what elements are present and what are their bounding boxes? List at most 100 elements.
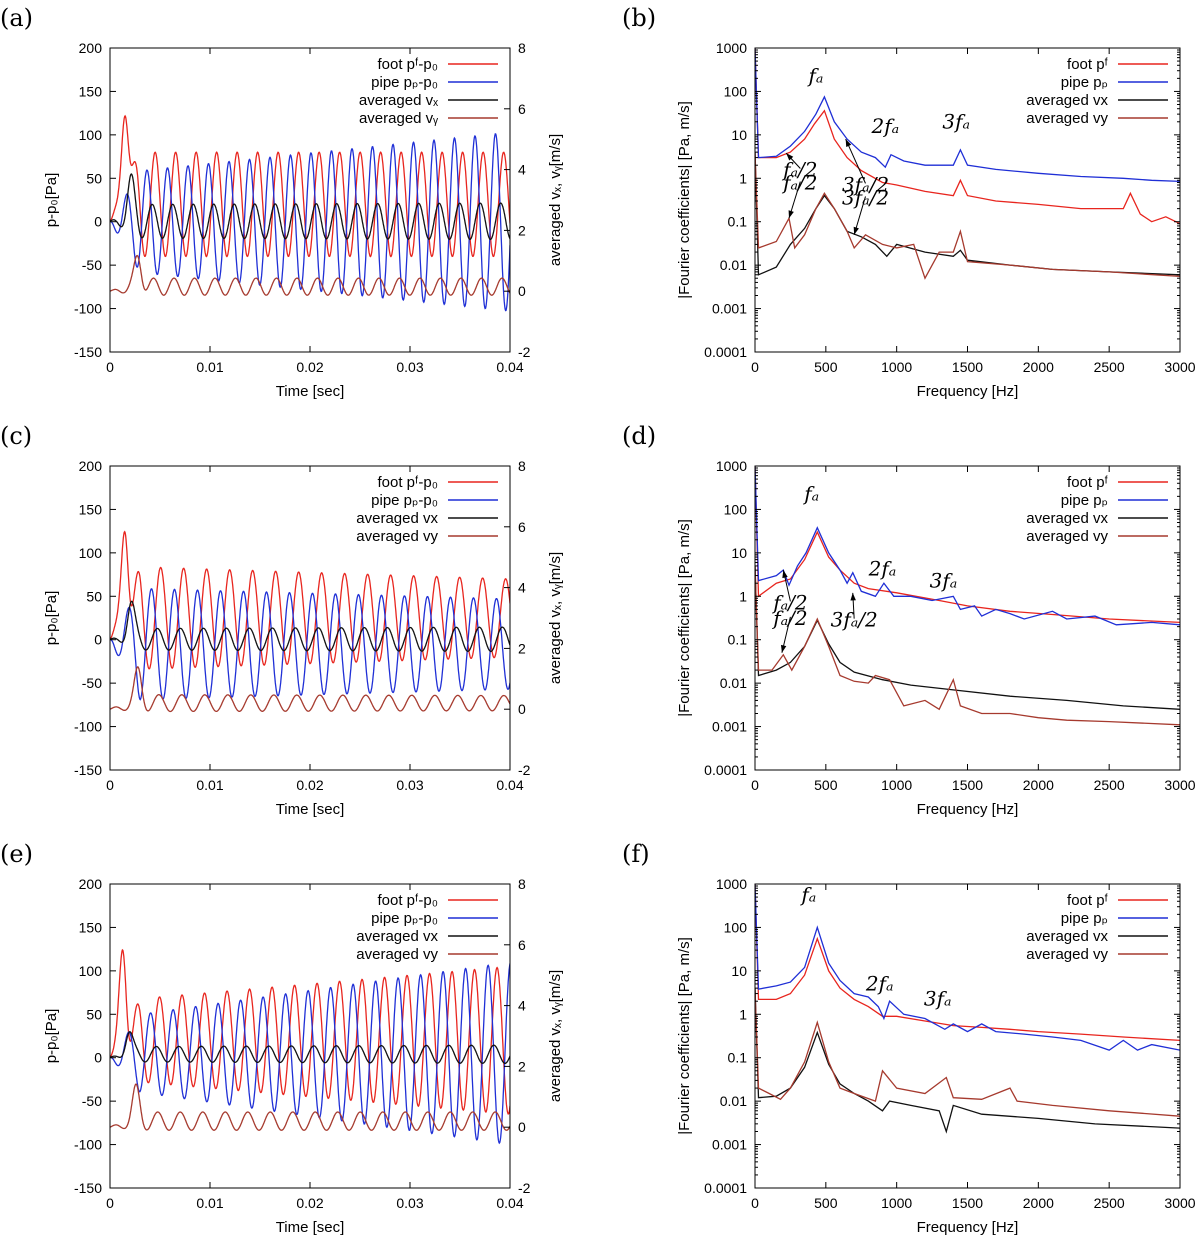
x-tick-label: 500 — [814, 359, 838, 375]
legend-label: averaged vx — [1026, 92, 1108, 109]
legend-label: foot pᶠ — [1067, 474, 1109, 491]
series-line-1 — [755, 48, 1180, 183]
y-tick-label: 100 — [79, 127, 103, 143]
x-tick-label: 3000 — [1164, 777, 1195, 793]
x-tick-label: 500 — [814, 777, 838, 793]
annotation-label: 3fₐ — [924, 986, 952, 1010]
annotation-label: 3fₐ — [930, 568, 958, 592]
legend-label: averaged vy — [1026, 110, 1108, 127]
y-tick-label: 0.1 — [728, 1050, 748, 1066]
y-tick-label: 0.0001 — [704, 1180, 747, 1196]
y-tick-label: 0.1 — [728, 214, 748, 230]
y-tick-label: 0.001 — [712, 301, 747, 317]
y2-axis-label: averaged vₓ, vᵧ[m/s] — [547, 552, 564, 684]
annotation-label: 2fₐ — [865, 972, 894, 996]
y-axis-label: p-p₀[Pa] — [43, 1009, 60, 1064]
x-tick-label: 0 — [106, 359, 114, 375]
annotation-arrowhead — [786, 153, 794, 161]
annotation-arrowhead — [782, 570, 788, 579]
y-axis-label: |Fourier coefficients| [Pa, m/s] — [676, 519, 693, 717]
legend-label: foot pᶠ-p₀ — [377, 474, 438, 491]
y-tick-label: -100 — [74, 301, 102, 317]
y2-tick-label: 6 — [518, 519, 526, 535]
series-line-0 — [110, 114, 510, 258]
y-tick-label: 0 — [94, 632, 102, 648]
x-tick-label: 0.02 — [296, 359, 323, 375]
y2-tick-label: 0 — [518, 283, 526, 299]
y-tick-label: 1000 — [716, 40, 747, 56]
legend-label: averaged vx — [1026, 928, 1108, 945]
chart-panel-e: (e) 0 0.01 0.02 0.03 0.04 -150 -100 -50 0 50 100 150… — [0, 840, 564, 1236]
chart-panel-f: (f) 0 500 1000 1500 2000 2500 3000 0.0001 0.001 0.… — [622, 840, 1196, 1236]
y-tick-label: -50 — [82, 1093, 102, 1109]
y2-tick-label: 2 — [518, 640, 526, 656]
annotation-label: 3fₐ/2 — [842, 172, 889, 196]
x-axis-label: Frequency [Hz] — [917, 383, 1019, 400]
y-tick-label: -100 — [74, 719, 102, 735]
panel-label: (e) — [0, 840, 33, 868]
x-axis-label: Time [sec] — [276, 801, 345, 818]
annotation-arrowhead — [845, 139, 852, 148]
x-tick-label: 0.01 — [196, 777, 223, 793]
y-tick-label: 0.1 — [728, 632, 748, 648]
x-tick-label: 0.04 — [496, 777, 523, 793]
y2-tick-label: 2 — [518, 1058, 526, 1074]
annotation-label: fₐ/2 — [771, 606, 807, 630]
series-line-1 — [110, 588, 510, 701]
x-tick-label: 0 — [106, 777, 114, 793]
x-tick-label: 0.04 — [496, 1195, 523, 1211]
y-axis-label: p-p₀[Pa] — [43, 173, 60, 228]
y2-tick-label: 8 — [518, 876, 526, 892]
x-tick-label: 2500 — [1094, 777, 1125, 793]
y-tick-label: 10 — [731, 963, 747, 979]
legend-label: pipe pₚ-p₀ — [371, 910, 438, 927]
legend-label: pipe pₚ-p₀ — [371, 492, 438, 509]
y-tick-label: 200 — [79, 876, 103, 892]
y-tick-label: 100 — [724, 83, 748, 99]
y-axis-label: p-p₀[Pa] — [43, 591, 60, 646]
annotation-label: 3fₐ — [942, 110, 970, 134]
annotation-label: fₐ/2 — [781, 171, 817, 195]
y-tick-label: -150 — [74, 344, 102, 360]
chart-panel-d: (d) 0 500 1000 1500 2000 2500 3000 0.0001 0.001 0.… — [622, 422, 1196, 818]
y-tick-label: 50 — [86, 1006, 102, 1022]
x-tick-label: 0 — [751, 359, 759, 375]
legend-label: pipe pₚ — [1061, 74, 1108, 91]
y2-tick-label: 0 — [518, 701, 526, 717]
series-line-2 — [110, 173, 510, 241]
annotation-label: fₐ — [806, 64, 823, 88]
x-tick-label: 0.03 — [396, 1195, 423, 1211]
y-tick-label: 10 — [731, 127, 747, 143]
x-tick-label: 1500 — [952, 359, 983, 375]
legend-label: foot pᶠ-p₀ — [377, 892, 438, 909]
y2-tick-label: 4 — [518, 162, 526, 178]
series-line-3 — [755, 988, 1180, 1117]
y2-tick-label: 6 — [518, 937, 526, 953]
annotation-arrowhead — [853, 226, 859, 235]
x-tick-label: 2000 — [1023, 777, 1054, 793]
x-tick-label: 2500 — [1094, 359, 1125, 375]
x-tick-label: 0 — [751, 777, 759, 793]
series-line-3 — [755, 152, 1180, 280]
y-tick-label: -100 — [74, 1137, 102, 1153]
legend-label: averaged vₓ — [359, 92, 438, 109]
x-axis-label: Frequency [Hz] — [917, 1219, 1019, 1236]
x-axis-label: Time [sec] — [276, 1219, 345, 1236]
x-tick-label: 500 — [814, 1195, 838, 1211]
series-line-2 — [110, 600, 510, 653]
series-line-2 — [110, 1031, 510, 1064]
annotation-arrowhead — [850, 592, 856, 601]
y2-tick-label: -2 — [518, 344, 531, 360]
panel-label: (c) — [0, 422, 32, 450]
y-tick-label: 100 — [79, 545, 103, 561]
series-line-3 — [110, 254, 510, 296]
y-axis-label: |Fourier coefficients| [Pa, m/s] — [676, 937, 693, 1135]
legend-label: averaged vx — [1026, 510, 1108, 527]
annotation-label: 3fₐ/2 — [842, 185, 889, 209]
annotation-label: fₐ/2 — [771, 590, 807, 614]
annotation-arrowhead — [780, 644, 787, 653]
y-tick-label: 100 — [724, 919, 748, 935]
